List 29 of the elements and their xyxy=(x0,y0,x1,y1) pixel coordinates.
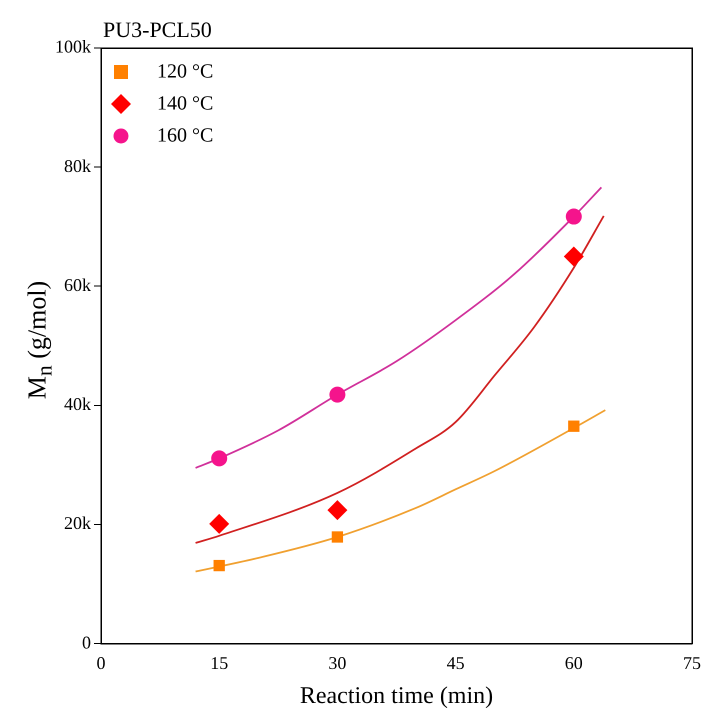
x-tick-label: 30 xyxy=(328,653,346,674)
x-tick-label: 15 xyxy=(210,653,228,674)
y-tick-label: 20k xyxy=(64,513,91,534)
x-tick-label: 0 xyxy=(96,653,106,674)
point xyxy=(329,386,346,403)
point xyxy=(214,560,225,572)
line-series xyxy=(194,409,606,572)
y-tick-label: 40k xyxy=(64,394,91,414)
line-series xyxy=(194,215,605,544)
y-tick-label: 80k xyxy=(64,156,91,176)
chart-title: PU3-PCL50 xyxy=(103,16,212,42)
point xyxy=(564,246,584,266)
line-series xyxy=(194,186,602,469)
x-tick-label: 60 xyxy=(564,653,583,674)
point xyxy=(568,420,580,432)
point xyxy=(332,531,344,543)
point xyxy=(566,208,582,225)
point xyxy=(211,450,228,466)
legend-label: 160 °C xyxy=(157,124,214,146)
y-tick-label: 0 xyxy=(82,632,91,652)
x-axis-title: Reaction time (min) xyxy=(300,682,494,709)
point xyxy=(327,500,348,520)
legend-label: 140 °C xyxy=(157,92,214,114)
y-tick-label: 100k xyxy=(55,36,91,57)
point xyxy=(209,514,230,534)
x-tick-label: 75 xyxy=(683,653,701,674)
x-tick-label: 45 xyxy=(446,653,465,674)
legend-label: 120 °C xyxy=(157,60,214,82)
y-tick-label: 60k xyxy=(64,274,91,295)
